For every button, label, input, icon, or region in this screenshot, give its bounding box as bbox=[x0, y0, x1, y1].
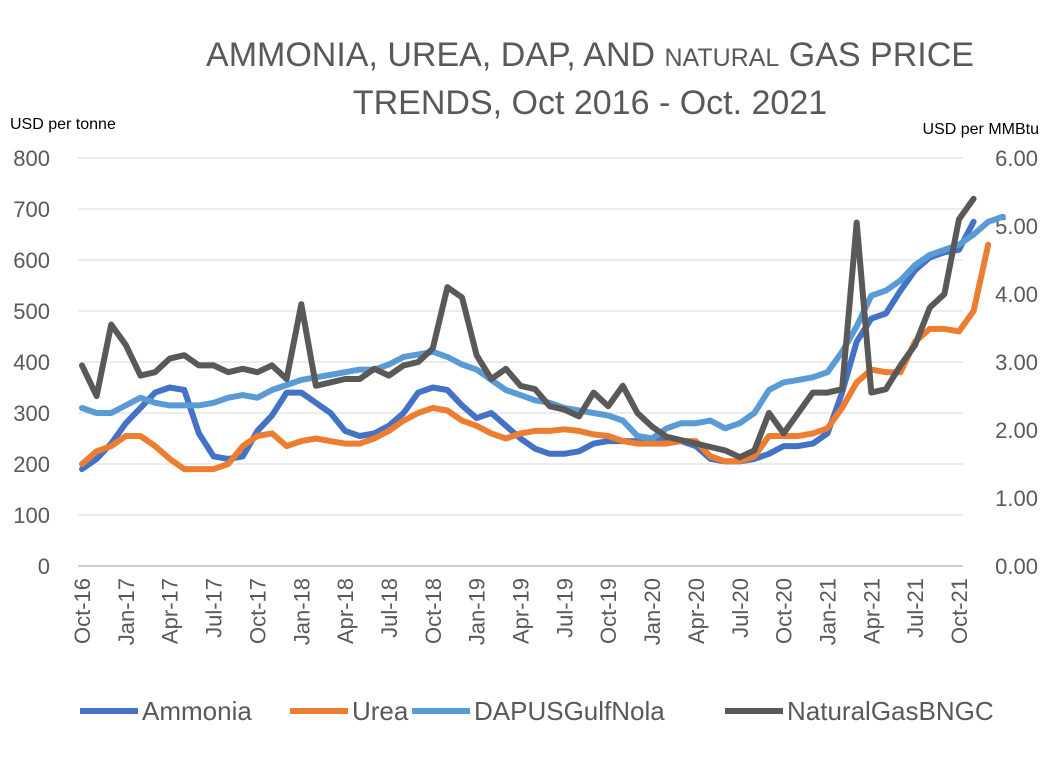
x-tick-label: Jan-20 bbox=[640, 578, 665, 645]
legend-label: NaturalGasBNGC bbox=[787, 696, 994, 726]
x-tick-label: Apr-19 bbox=[509, 578, 534, 644]
x-tick-label: Jan-18 bbox=[289, 578, 314, 645]
y-left-tick-labels: 0 100 200 300 400 500 600 700 800 bbox=[13, 146, 50, 579]
chart-title-line-2: TRENDS, Oct 2016 - Oct. 2021 bbox=[353, 84, 827, 122]
y-right-tick-label: 1.00 bbox=[995, 486, 1038, 511]
x-tick-label: Oct-21 bbox=[947, 578, 972, 644]
x-tick-label: Apr-20 bbox=[684, 578, 709, 644]
y-right-tick-label: 0.00 bbox=[995, 554, 1038, 579]
chart-title-part-a: AMMONIA, UREA, DAP, AND bbox=[206, 36, 664, 74]
legend-label: Ammonia bbox=[142, 696, 252, 726]
y-left-tick-label: 700 bbox=[13, 197, 50, 222]
y-right-tick-label: 6.00 bbox=[995, 146, 1038, 171]
x-tick-labels: Oct-16 Jan-17 Apr-17 Jul-17 Oct-17 Jan-18 Apr-… bbox=[70, 578, 972, 645]
x-tick-label: Jul-19 bbox=[552, 578, 577, 638]
y-left-tick-label: 100 bbox=[13, 503, 50, 528]
y-right-tick-label: 3.00 bbox=[995, 350, 1038, 375]
y-left-tick-label: 600 bbox=[13, 248, 50, 273]
y-left-tick-label: 0 bbox=[38, 554, 50, 579]
y-left-tick-label: 800 bbox=[13, 146, 50, 171]
legend: Ammonia Urea DAPUSGulfNola NaturalGasBNGC bbox=[80, 696, 994, 726]
x-tick-label: Oct-19 bbox=[596, 578, 621, 644]
x-tick-label: Oct-20 bbox=[772, 578, 797, 644]
x-tick-label: Apr-18 bbox=[333, 578, 358, 644]
y-right-tick-labels: 0.001.002.003.004.005.006.00 bbox=[995, 146, 1038, 579]
chart-title-part-c: GAS PRICE bbox=[779, 36, 974, 74]
y-left-axis-label: USD per tonne bbox=[10, 116, 116, 133]
legend-label: DAPUSGulfNola bbox=[474, 696, 665, 726]
x-tick-label: Jul-20 bbox=[728, 578, 753, 638]
x-tick-label: Jan-21 bbox=[815, 578, 840, 645]
y-left-tick-label: 300 bbox=[13, 401, 50, 426]
legend-label: Urea bbox=[352, 696, 409, 726]
series-line-naturalgasbngc bbox=[79, 195, 977, 461]
x-tick-label: Jul-21 bbox=[903, 578, 928, 638]
x-tick-label: Jul-18 bbox=[377, 578, 402, 638]
x-tick-label: Jan-19 bbox=[465, 578, 490, 645]
y-right-tick-label: 4.00 bbox=[995, 282, 1038, 307]
x-tick-label: Jan-17 bbox=[114, 578, 139, 645]
x-tick-label: Apr-21 bbox=[859, 578, 884, 644]
x-tick-label: Oct-17 bbox=[245, 578, 270, 644]
x-tick-label: Oct-16 bbox=[70, 578, 95, 644]
x-tick-label: Oct-18 bbox=[421, 578, 446, 644]
chart-title-part-small-caps: NATURAL bbox=[665, 44, 780, 72]
x-tick-label: Apr-17 bbox=[158, 578, 183, 644]
series-lines bbox=[79, 195, 1006, 473]
y-left-tick-label: 400 bbox=[13, 350, 50, 375]
y-right-axis-label: USD per MMBtu bbox=[923, 121, 1039, 138]
chart-title-line-1: AMMONIA, UREA, DAP, AND NATURAL GAS PRIC… bbox=[206, 36, 974, 74]
x-tick-label: Jul-17 bbox=[202, 578, 227, 638]
series-line-urea bbox=[79, 241, 992, 473]
gridlines bbox=[78, 157, 963, 567]
y-left-tick-label: 200 bbox=[13, 452, 50, 477]
y-left-tick-label: 500 bbox=[13, 299, 50, 324]
y-right-tick-label: 2.00 bbox=[995, 418, 1038, 443]
